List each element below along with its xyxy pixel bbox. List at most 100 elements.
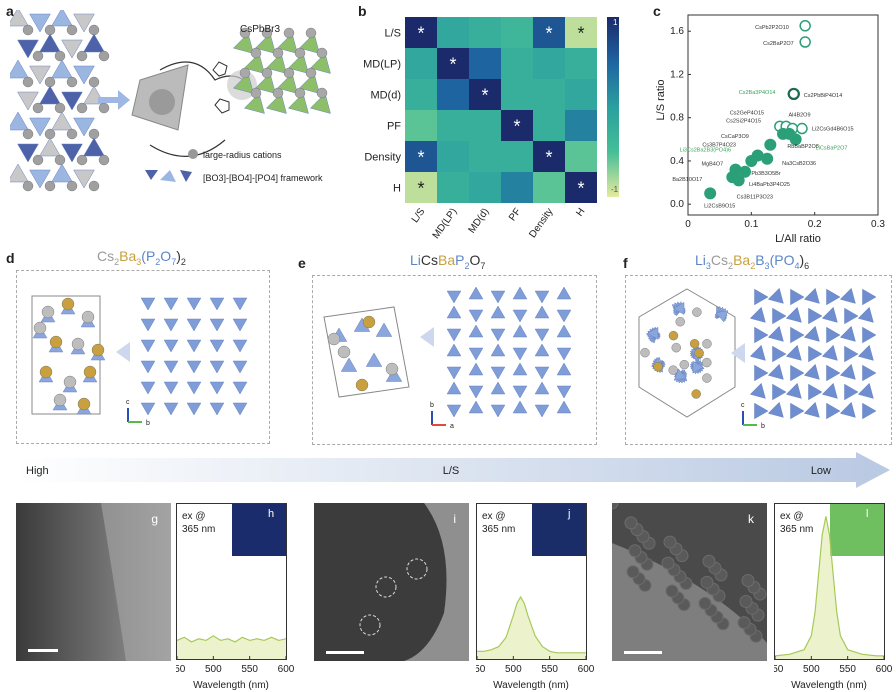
scatter-point-label: CsPb2P2O10 bbox=[755, 25, 789, 31]
arrow-mid-label: L/S bbox=[443, 465, 460, 477]
atom bbox=[88, 180, 100, 192]
polyhedron bbox=[10, 10, 29, 27]
atom bbox=[32, 50, 44, 62]
title-part: 2 bbox=[114, 256, 120, 267]
panel-e-structure: ba bbox=[323, 286, 572, 430]
polyhedron bbox=[254, 32, 276, 54]
polyhedron bbox=[186, 339, 202, 353]
title-part: Ba bbox=[119, 248, 137, 264]
nanocrystal bbox=[698, 596, 712, 610]
polyhedron bbox=[556, 324, 572, 338]
scatter-point-label: Li2CsGd4B6O15 bbox=[812, 127, 854, 133]
atom bbox=[39, 365, 53, 379]
heatmap-col-label: Density bbox=[527, 206, 555, 240]
scatter-point-label: Li3Cs2Ba2B3(PO4)6 bbox=[680, 148, 731, 154]
pl-xtick: 550 bbox=[541, 664, 558, 675]
heatmap-cell bbox=[565, 48, 597, 79]
heatmap-cell bbox=[437, 48, 469, 79]
panel-d-title: Cs2Ba3(P2O7)2 bbox=[97, 248, 186, 267]
polyhedron bbox=[140, 297, 156, 311]
panel-label-e: e bbox=[298, 255, 306, 271]
polyhedron bbox=[803, 287, 820, 304]
heatmap-cell bbox=[469, 17, 501, 48]
atom bbox=[98, 102, 110, 114]
atom bbox=[53, 393, 67, 407]
panel-a-illustration: CsPbBr3 large-radius cations [BO3]-[BO4]… bbox=[10, 10, 331, 192]
polyhedron bbox=[490, 381, 506, 395]
heatmap-cell bbox=[565, 110, 597, 141]
heatmap-row-label: MD(d) bbox=[370, 90, 401, 102]
title-part: (P bbox=[769, 252, 784, 268]
atom bbox=[694, 348, 704, 358]
tem-image-i: i bbox=[314, 503, 469, 661]
scatter-ytick: 1.6 bbox=[670, 26, 684, 37]
atom bbox=[316, 47, 328, 59]
panel-label-i: i bbox=[453, 512, 456, 526]
pl-xtick: 550 bbox=[241, 664, 258, 675]
axis-label: b bbox=[430, 402, 434, 409]
title-part: Cs bbox=[420, 252, 439, 268]
title-part: 3 bbox=[764, 260, 770, 271]
atom bbox=[81, 310, 95, 324]
nanocrystal bbox=[628, 544, 642, 558]
pl-area bbox=[477, 597, 586, 659]
atom bbox=[41, 305, 55, 319]
nanocrystal bbox=[739, 595, 753, 609]
scatter-xtick: 0 bbox=[685, 219, 691, 230]
scatter-xtick: 0.3 bbox=[871, 219, 885, 230]
polyhedron bbox=[51, 10, 73, 27]
polyhedron bbox=[556, 400, 572, 414]
heatmap-star: * bbox=[417, 179, 424, 199]
polyhedron bbox=[468, 385, 484, 399]
nanocrystal bbox=[626, 565, 640, 579]
polyhedron bbox=[556, 362, 572, 376]
polyhedron bbox=[29, 169, 51, 189]
polyhedron bbox=[163, 339, 179, 353]
polyhedron bbox=[785, 382, 802, 399]
scatter-point-label: Cs2Ba3P4O14 bbox=[739, 90, 776, 96]
polyhedron bbox=[468, 309, 484, 323]
polyhedron bbox=[754, 364, 769, 382]
polyhedron bbox=[468, 324, 484, 338]
pl-xtick: 500 bbox=[205, 664, 222, 675]
atom bbox=[66, 24, 78, 36]
panel-f-title: Li3Cs2Ba2B3(PO4)6 bbox=[695, 252, 809, 271]
polyhedron bbox=[140, 318, 156, 332]
heatmap-cell bbox=[437, 110, 469, 141]
scatter-point bbox=[789, 133, 802, 146]
atom bbox=[675, 317, 685, 327]
atom bbox=[239, 67, 251, 79]
polyhedron bbox=[754, 288, 769, 306]
atom bbox=[88, 76, 100, 88]
polyhedron bbox=[10, 163, 29, 183]
scatter-point bbox=[704, 187, 717, 200]
polyhedron bbox=[287, 92, 309, 114]
polyhedron bbox=[646, 326, 659, 340]
title-part: (P bbox=[141, 248, 156, 264]
atom bbox=[44, 180, 56, 192]
atom bbox=[689, 339, 700, 349]
polyhedron bbox=[298, 32, 320, 54]
polyhedron bbox=[534, 343, 550, 357]
pl-spectrum-j: j ex @ 365 nm 450 500 550 600 Wavelength (n… bbox=[476, 503, 595, 691]
polyhedron bbox=[163, 381, 179, 395]
polyhedron bbox=[39, 85, 61, 105]
atom bbox=[22, 180, 34, 192]
title-part: ) bbox=[799, 252, 805, 268]
atom bbox=[71, 337, 85, 351]
panel-f-frame bbox=[625, 275, 892, 445]
polyhedron bbox=[232, 381, 248, 395]
heatmap-row-label: MD(LP) bbox=[363, 59, 401, 71]
panel-d-structure: cb bbox=[31, 295, 248, 427]
scatter-frame bbox=[687, 14, 879, 216]
axis-label: b bbox=[146, 420, 150, 427]
polyhedron bbox=[186, 402, 202, 416]
atom bbox=[88, 24, 100, 36]
polyhedron bbox=[140, 339, 156, 353]
panel-label-l: l bbox=[866, 508, 868, 520]
atom bbox=[272, 87, 284, 99]
heatmap-star: * bbox=[545, 148, 552, 168]
polyhedron bbox=[772, 345, 787, 363]
polyhedron bbox=[232, 72, 254, 94]
